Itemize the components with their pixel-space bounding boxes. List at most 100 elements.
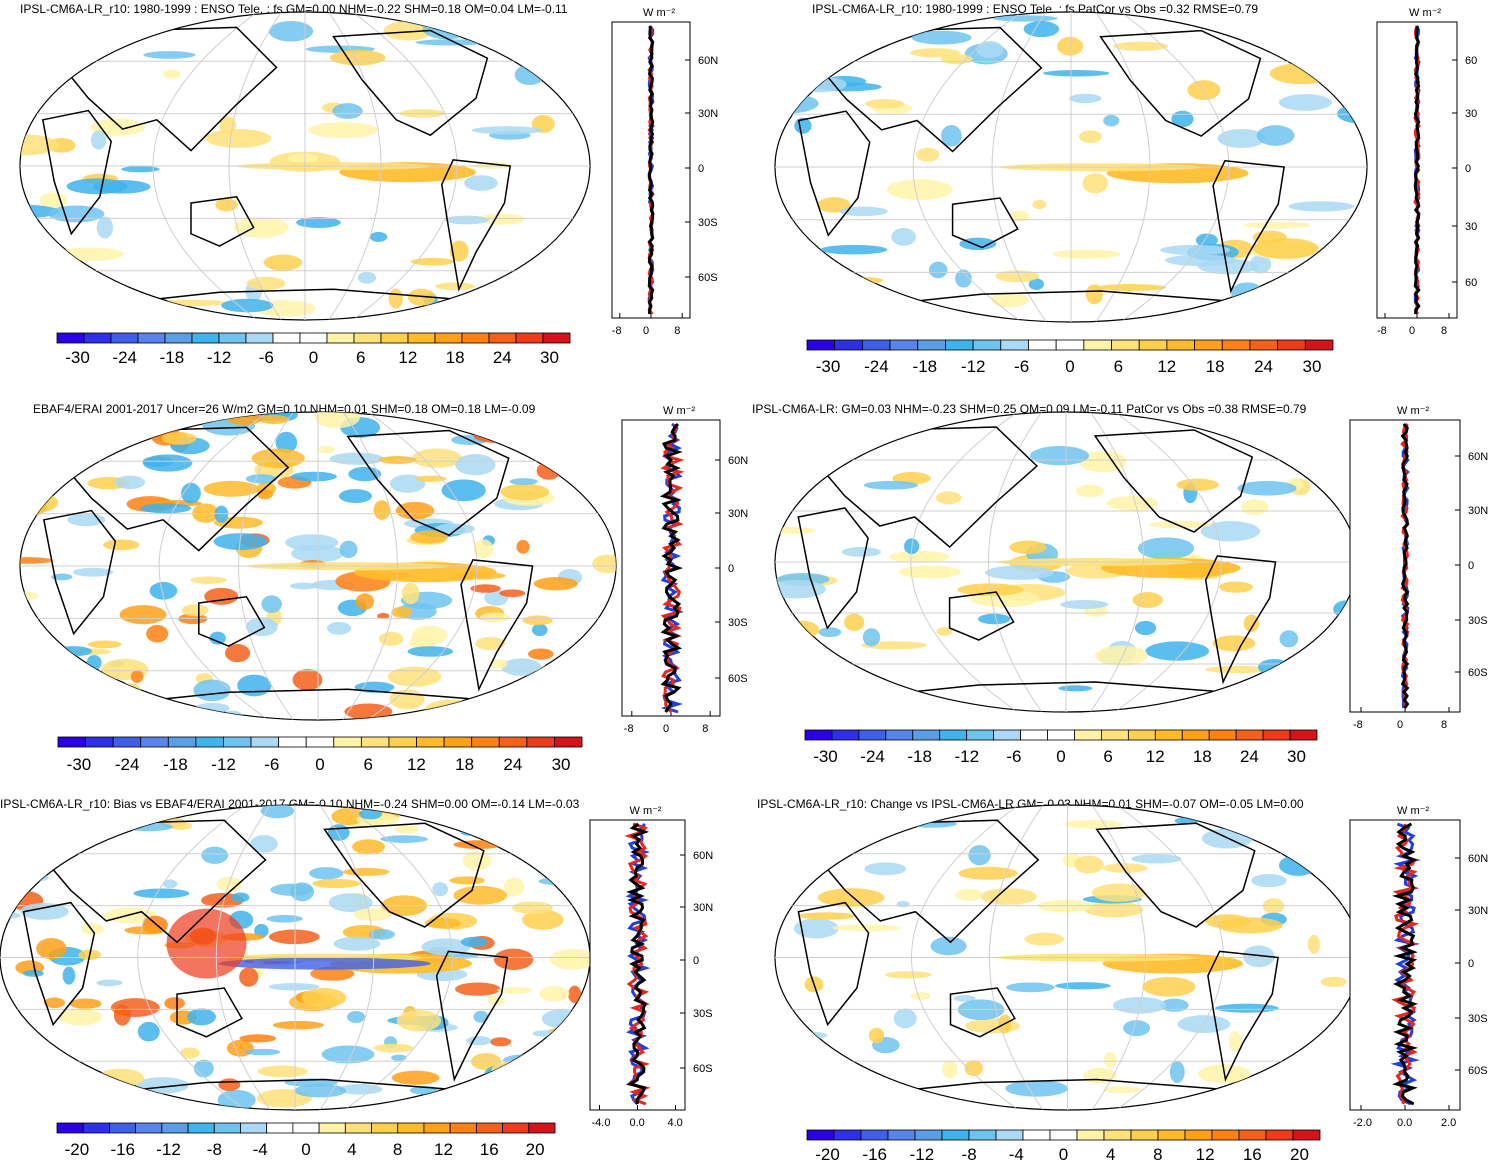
anomaly-patch <box>258 415 290 424</box>
colorbar-swatch <box>1154 729 1183 741</box>
anomaly-patch <box>434 523 475 535</box>
anomaly-patch <box>1103 114 1120 127</box>
anomaly-patch <box>1238 421 1296 428</box>
x-tick-label: -8 <box>1353 719 1363 731</box>
anomaly-patch <box>159 805 192 816</box>
colorbar-tick-label: -12 <box>211 755 236 774</box>
colorbar-1: -30 -24 -18 -12 -6 0 6 12 18 24 30 <box>56 332 571 367</box>
anomaly-patch <box>36 296 51 306</box>
anomaly-patch <box>69 998 102 1009</box>
anomaly-patch <box>1145 641 1210 661</box>
anomaly-patch <box>296 217 341 228</box>
anomaly-patch <box>1169 1061 1185 1083</box>
anomaly-patch <box>215 198 238 212</box>
colorbar-tick-label: 18 <box>1193 747 1212 766</box>
anomaly-patch <box>347 1011 366 1023</box>
anomaly-patch <box>1142 977 1196 997</box>
anomaly-patch <box>1091 883 1146 902</box>
zonal-profile-4: W m⁻² 60N 30N 0 30S 60S -8 0 8 <box>1349 405 1488 731</box>
anomaly-patch <box>133 888 190 899</box>
anomaly-patch <box>246 276 286 291</box>
colorbar-swatch <box>1181 729 1210 741</box>
colorbar-swatch <box>972 339 1002 351</box>
anomaly-patch <box>500 483 550 501</box>
anomaly-patch <box>593 673 616 690</box>
anomaly-patch <box>221 298 274 313</box>
colorbar-swatch <box>889 339 919 351</box>
anomaly-patch <box>503 877 525 897</box>
lat-tick-label: 60S <box>728 673 748 685</box>
anomaly-patch <box>896 900 910 908</box>
anomaly-patch <box>96 31 119 40</box>
anomaly-patch <box>780 1066 834 1084</box>
anomaly-patch <box>54 646 93 657</box>
anomaly-patch <box>20 557 54 564</box>
anomaly-patch <box>1102 1086 1141 1094</box>
colorbar-swatch <box>1208 729 1237 741</box>
colorbar-tick-label: 6 <box>1103 747 1112 766</box>
anomaly-patch <box>565 878 590 886</box>
anomaly-patch <box>930 936 967 956</box>
anomaly-patch <box>261 595 282 613</box>
colorbar-swatch <box>164 332 193 344</box>
x-tick-label: -8 <box>1377 325 1387 337</box>
anomaly-patch <box>62 966 76 985</box>
anomaly-patch <box>1215 1003 1279 1013</box>
colorbar-swatch <box>833 1129 862 1141</box>
colorbar-tick-label: -30 <box>65 348 90 367</box>
anomaly-patch <box>1106 496 1159 511</box>
anomaly-patch <box>559 12 578 28</box>
anomaly-patch <box>1241 499 1269 516</box>
anomaly-patch <box>114 475 146 490</box>
panel-3-title: EBAF4/ERAI 2001-2017 Uncer=26 W/m2 GM=0.… <box>33 402 536 416</box>
colorbar-swatch <box>1111 339 1140 351</box>
anomaly-patch <box>369 231 388 242</box>
colorbar-swatch <box>554 736 583 748</box>
anomaly-patch <box>527 292 590 313</box>
anomaly-patch <box>803 434 843 453</box>
colorbar-swatch <box>941 1129 970 1141</box>
anomaly-patch <box>231 892 250 903</box>
anomaly-patch <box>491 1061 537 1078</box>
anomaly-patch <box>910 48 961 58</box>
anomaly-patch <box>287 153 319 163</box>
colorbar-swatch <box>380 332 409 344</box>
anomaly-patch <box>798 912 856 920</box>
anomaly-patch <box>955 888 983 901</box>
x-tick-label: -8 <box>612 325 622 337</box>
anomaly-patch <box>1082 173 1109 194</box>
anomaly-patch <box>414 475 447 482</box>
anomaly-patch <box>522 809 557 832</box>
anomaly-patch <box>358 808 383 820</box>
colorbar-tick-label: -6 <box>259 348 274 367</box>
anomaly-patch <box>179 805 212 810</box>
lat-tick-label: 60N <box>698 55 718 67</box>
lat-tick-label: 30S <box>1468 615 1488 627</box>
anomaly-patch <box>250 834 278 853</box>
anomaly-patch <box>928 261 948 279</box>
coastline <box>41 109 113 236</box>
anomaly-patch <box>1187 80 1221 101</box>
anomaly-patch <box>1176 478 1219 491</box>
anomaly-patch <box>592 554 616 574</box>
anomaly-patch <box>1171 110 1194 128</box>
anomaly-patch <box>352 839 386 855</box>
colorbar-tick-label: 0 <box>301 1140 310 1159</box>
anomaly-patch <box>422 18 472 40</box>
anomaly-patch <box>466 1036 492 1046</box>
zonal-profile-3: W m⁻² 60N 30N 0 30S 60S -8 0 8 <box>621 405 748 735</box>
anomaly-patch <box>338 489 373 504</box>
anomaly-patch <box>380 835 429 843</box>
anomaly-patch <box>932 705 992 712</box>
lat-tick-label: 60N <box>728 455 748 467</box>
colorbar-swatch <box>407 332 436 344</box>
colorbar-swatch <box>353 332 382 344</box>
anomaly-patch <box>1134 620 1157 636</box>
anomaly-patch <box>64 822 116 834</box>
anomaly-patch <box>309 867 344 880</box>
lat-tick-label: 0 <box>1468 560 1474 572</box>
colorbar-swatch <box>1074 729 1102 741</box>
anomaly-patch <box>317 445 336 454</box>
x-tick-label: 2.0 <box>1441 1117 1456 1129</box>
